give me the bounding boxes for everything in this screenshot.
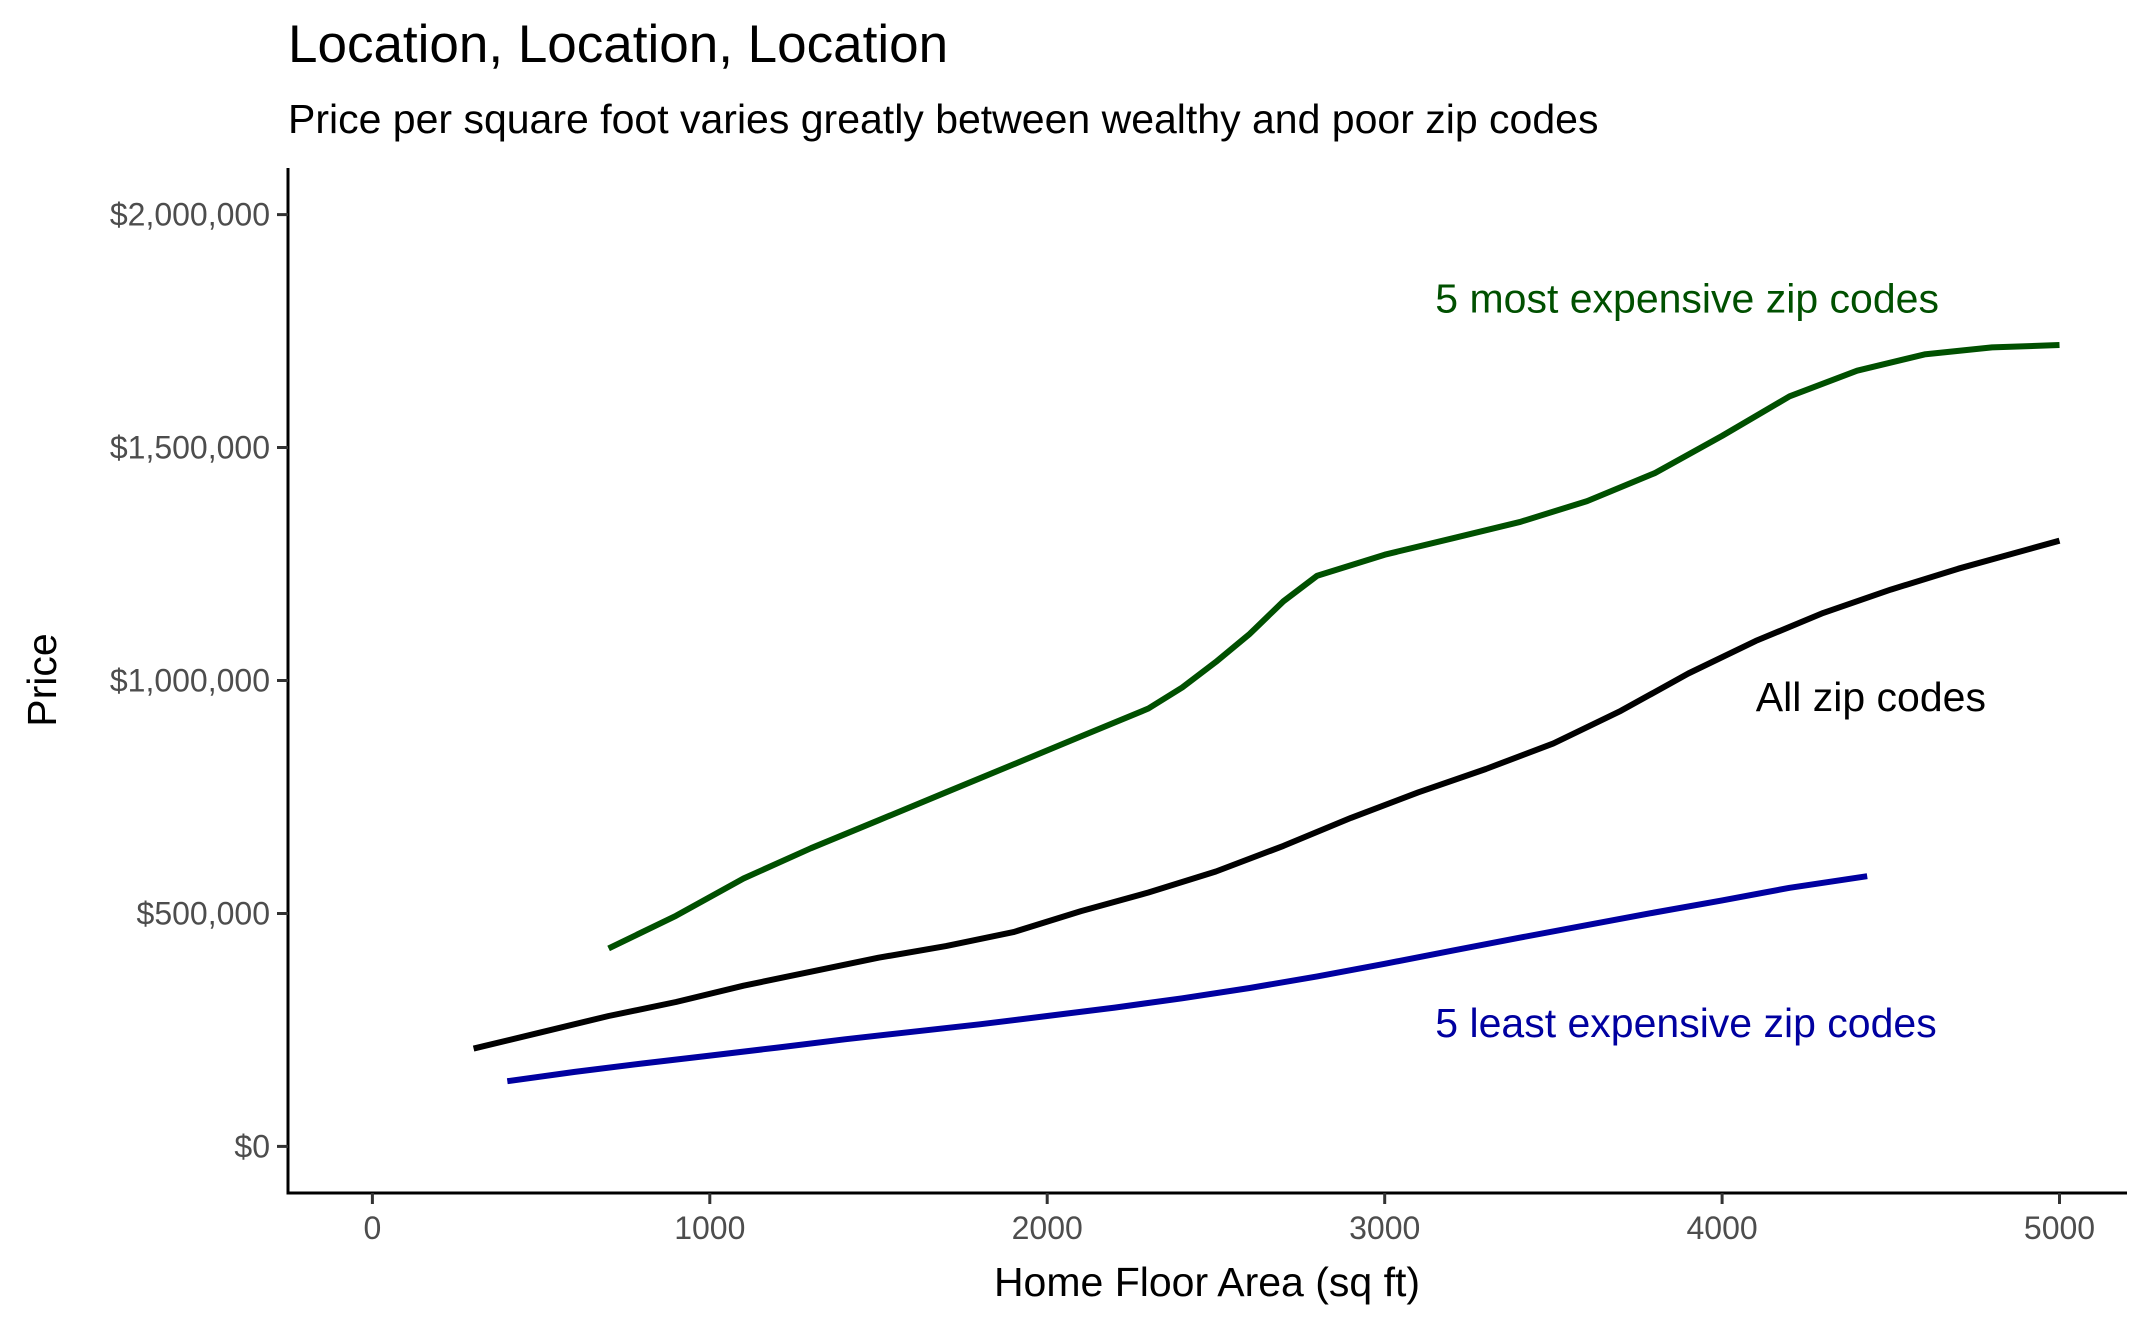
x-tick-label: 3000 [1349,1210,1420,1246]
y-tick-label: $1,500,000 [110,430,270,466]
x-tick-label: 0 [364,1210,382,1246]
series-label-all-zip-codes: All zip codes [1756,674,1986,720]
y-tick-label: $500,000 [137,896,270,932]
plot-series [472,342,2061,1085]
x-axis-ticks: 0 1000 2000 3000 4000 5000 [364,1193,2095,1246]
x-tick-label: 5000 [2024,1210,2095,1246]
y-tick-label: $0 [234,1128,270,1164]
x-tick-label: 4000 [1687,1210,1758,1246]
y-tick-label: $2,000,000 [110,197,270,233]
y-axis-ticks: $0 $500,000 $1,000,000 $1,500,000 $2,000,000 [110,197,288,1164]
x-tick-label: 2000 [1012,1210,1083,1246]
series-label-least-expensive: 5 least expensive zip codes [1435,1000,1936,1046]
x-tick-label: 1000 [674,1210,745,1246]
y-axis-label: Price [19,633,65,726]
x-axis-label: Home Floor Area (sq ft) [994,1259,1420,1305]
y-tick-label: $1,000,000 [110,663,270,699]
line-series-most-expensive [607,342,2060,952]
series-label-most-expensive: 5 most expensive zip codes [1435,275,1939,321]
line-series-least-expensive [506,873,1868,1085]
chart-subtitle: Price per square foot varies greatly bet… [288,96,1598,142]
line-series-all-zip-codes [472,537,2061,1052]
series-labels: 5 most expensive zip codes All zip codes 5… [1435,275,1986,1046]
chart-title: Location, Location, Location [288,15,948,74]
